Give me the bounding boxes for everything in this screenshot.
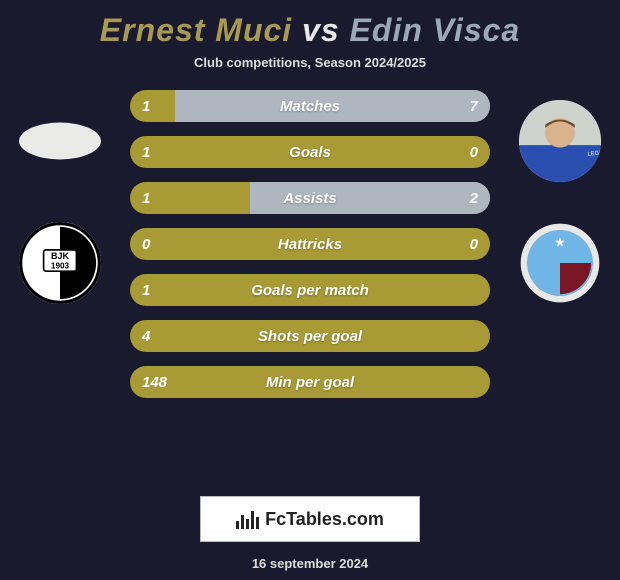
stat-row: 1Goals per match — [130, 274, 490, 306]
stat-label: Goals per match — [130, 282, 490, 299]
stat-label: Hattricks — [130, 236, 490, 253]
svg-text:BJK: BJK — [51, 251, 70, 261]
footer-date: 16 september 2024 — [0, 556, 620, 571]
comparison-arena: BJK 1903 LEGEA ★ — [0, 90, 620, 470]
stat-label: Goals — [130, 144, 490, 161]
footer-logo[interactable]: FcTables.com — [200, 496, 420, 542]
fctables-bars-icon — [236, 509, 259, 529]
stat-rows: 1Matches71Goals01Assists20Hattricks01Goa… — [130, 90, 490, 398]
stat-label: Min per goal — [130, 374, 490, 391]
svg-text:★: ★ — [554, 235, 566, 250]
title-player-b: Edin Visca — [350, 12, 521, 48]
subtitle: Club competitions, Season 2024/2025 — [0, 55, 620, 70]
stat-label: Shots per goal — [130, 328, 490, 345]
stat-row: 0Hattricks0 — [130, 228, 490, 260]
player-b-avatar: LEGEA — [519, 100, 601, 182]
footer-site-text: FcTables.com — [265, 509, 384, 530]
svg-text:LEGEA: LEGEA — [587, 150, 601, 158]
stat-row: 1Matches7 — [130, 90, 490, 122]
stat-label: Assists — [130, 190, 490, 207]
trabzonspor-icon: ★ — [519, 222, 601, 304]
right-club-badge: ★ — [519, 222, 601, 304]
title-player-a: Ernest Muci — [100, 12, 292, 48]
page-title: Ernest Muci vs Edin Visca — [0, 0, 620, 49]
stat-row: 148Min per goal — [130, 366, 490, 398]
stat-label: Matches — [130, 98, 490, 115]
left-club-badge: BJK 1903 — [19, 222, 101, 304]
stat-value-b: 0 — [470, 236, 478, 253]
stat-row: 1Assists2 — [130, 182, 490, 214]
title-vs: vs — [302, 12, 340, 48]
left-column: BJK 1903 — [0, 90, 120, 304]
right-column: LEGEA ★ — [500, 90, 620, 304]
stat-value-b: 0 — [470, 144, 478, 161]
stat-value-b: 2 — [470, 190, 478, 207]
stat-row: 4Shots per goal — [130, 320, 490, 352]
svg-text:1903: 1903 — [51, 262, 70, 271]
besiktas-icon: BJK 1903 — [19, 222, 101, 304]
stat-value-b: 7 — [470, 98, 478, 115]
stat-row: 1Goals0 — [130, 136, 490, 168]
player-a-avatar — [19, 123, 101, 160]
